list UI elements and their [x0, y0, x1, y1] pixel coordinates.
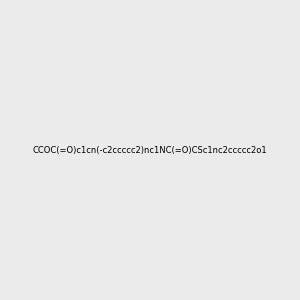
Text: CCOC(=O)c1cn(-c2ccccc2)nc1NC(=O)CSc1nc2ccccc2o1: CCOC(=O)c1cn(-c2ccccc2)nc1NC(=O)CSc1nc2c… — [33, 146, 267, 154]
